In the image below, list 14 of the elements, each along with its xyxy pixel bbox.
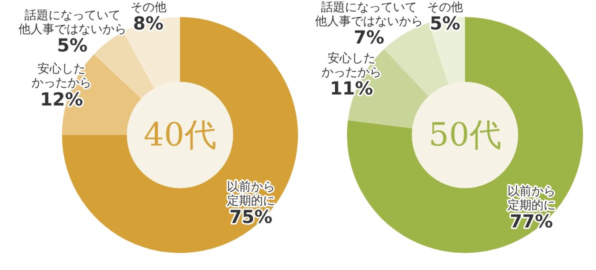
data-label: 11%	[330, 78, 373, 100]
slice-label: 以前から定期的に	[226, 180, 275, 208]
text: 50代	[428, 115, 502, 154]
data-label: 7%	[354, 28, 384, 49]
slice-label: 安心したかったから	[321, 50, 382, 79]
slice-label: 以前から定期的に	[507, 184, 556, 212]
slice-label: その他	[130, 0, 166, 14]
data-label: 5%	[57, 35, 88, 56]
slice-label: 話題になっていて他人事ではないから	[18, 8, 126, 36]
data-label: 5%	[430, 14, 460, 35]
slice-label: その他	[427, 0, 464, 14]
slice-label: 話題になっていて他人事ではないから	[315, 0, 424, 28]
text: 40代	[144, 115, 216, 154]
data-label: 8%	[133, 14, 164, 35]
